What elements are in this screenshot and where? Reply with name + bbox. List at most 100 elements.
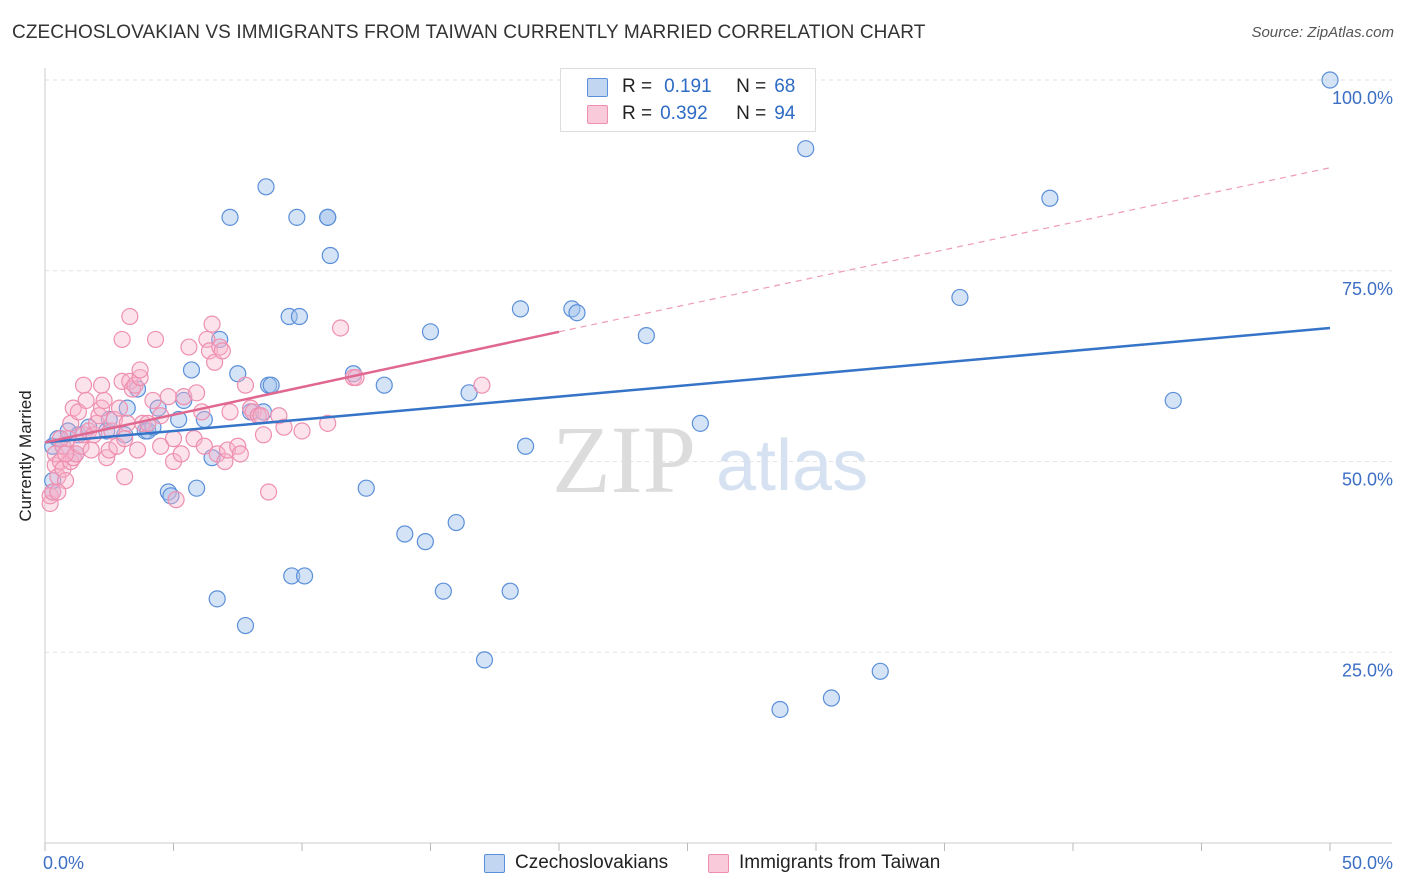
- taiwan-point: [128, 441, 147, 459]
- taiwan-point: [203, 315, 221, 333]
- czechoslovakian-point: [262, 376, 280, 394]
- watermark-zip: ZIP: [552, 406, 696, 513]
- taiwan-point: [56, 445, 75, 463]
- taiwan-trendline-extension: [558, 167, 1331, 333]
- czechoslovakian-point: [797, 140, 815, 158]
- czechoslovakian-point: [290, 307, 309, 326]
- taiwan-point: [121, 307, 139, 326]
- legend-swatch-pink: [587, 104, 608, 124]
- taiwan-point: [319, 414, 337, 432]
- czechoslovakian-point: [822, 689, 841, 707]
- czechoslovakian-point: [691, 414, 709, 432]
- taiwan-point: [213, 342, 231, 360]
- legend-r-value: 0.191: [664, 76, 712, 97]
- czechoslovakian-point: [1321, 71, 1339, 89]
- czechoslovakian-point: [295, 567, 314, 585]
- taiwan-point: [44, 483, 62, 501]
- czechoslovakian-point: [188, 479, 206, 497]
- taiwan-point: [100, 441, 118, 459]
- czechoslovakian-point: [182, 361, 201, 379]
- y-tick-label: 75.0%: [1342, 279, 1393, 299]
- czechoslovakian-trendline: [44, 326, 1331, 444]
- taiwan-point: [236, 376, 255, 394]
- taiwan-point: [131, 361, 149, 379]
- czechoslovakian-point: [637, 327, 655, 345]
- trend-layer: [44, 167, 1331, 444]
- taiwan-point: [188, 384, 206, 402]
- legend-n-label: N =: [736, 103, 767, 124]
- taiwan-point: [275, 418, 293, 436]
- taiwan-point: [116, 430, 134, 448]
- taiwan-point: [172, 445, 190, 463]
- legend-n-value: 68: [774, 76, 796, 97]
- chart-title: CZECHOSLOVAKIAN VS IMMIGRANTS FROM TAIWA…: [12, 22, 926, 43]
- taiwan-point: [152, 437, 170, 455]
- czechoslovakian-point: [1041, 189, 1059, 207]
- axis-layer: [44, 68, 1392, 851]
- czechoslovakian-point: [568, 304, 586, 322]
- czechoslovakian-point: [283, 567, 301, 585]
- czechoslovakian-point: [516, 437, 535, 455]
- czechoslovakian-point: [475, 651, 494, 669]
- legend-n-label: N =: [736, 76, 767, 97]
- tick-labels: 25.0% 50.0% 75.0% 100.0% 0.0% 50.0%: [43, 88, 1393, 873]
- bottom-legend-label: Czechoslovakians: [515, 852, 669, 873]
- taiwan-point: [77, 391, 95, 410]
- legend-n-value: 94: [774, 103, 796, 124]
- legend-row-taiwan: R = 0.392 N = 94: [587, 102, 795, 126]
- czechoslovakian-point: [396, 525, 414, 543]
- taiwan-point: [218, 441, 237, 459]
- czechoslovakian-point: [208, 590, 226, 608]
- czechoslovakian-point: [460, 384, 478, 402]
- taiwan-point: [164, 430, 183, 448]
- taiwan-point: [95, 391, 113, 410]
- watermark: ZIP atlas: [552, 406, 868, 513]
- bottom-legend-taiwan: Immigrants from Taiwan: [708, 852, 940, 874]
- taiwan-point: [293, 422, 311, 440]
- czechoslovakian-point: [1164, 391, 1182, 410]
- czechoslovakian-point: [871, 662, 889, 680]
- taiwan-point: [167, 491, 185, 509]
- y-tick-label: 25.0%: [1342, 660, 1393, 680]
- taiwan-point: [175, 388, 193, 406]
- taiwan-point: [252, 407, 270, 425]
- taiwan-point: [110, 399, 129, 417]
- taiwan-point: [473, 376, 491, 394]
- taiwan-point: [82, 441, 100, 459]
- y-tick-label: 50.0%: [1342, 470, 1393, 490]
- taiwan-point: [74, 376, 93, 394]
- legend-swatch-blue: [587, 77, 608, 97]
- czechoslovakian-point: [416, 533, 434, 551]
- taiwan-trendline: [44, 330, 560, 444]
- legend: R = 0.191 N = 68 R = 0.392 N = 94: [560, 68, 816, 132]
- czechoslovakian-point: [501, 582, 519, 600]
- legend-r-label: R =: [622, 76, 653, 97]
- x-tick-label: 50.0%: [1342, 853, 1393, 873]
- czechoslovakian-point: [434, 582, 452, 600]
- czechoslovakian-point: [951, 288, 969, 307]
- czechoslovakian-point: [511, 300, 530, 318]
- taiwan-point: [159, 388, 177, 406]
- taiwan-point: [259, 483, 278, 501]
- czechoslovakian-point: [421, 323, 440, 341]
- taiwan-point: [144, 391, 162, 410]
- czechoslovakian-point: [375, 376, 393, 394]
- grid-layer: [45, 79, 1392, 653]
- watermark-atlas: atlas: [716, 426, 868, 506]
- taiwan-point: [221, 403, 239, 421]
- czechoslovakian-point: [236, 616, 255, 635]
- points-layer: [41, 71, 1339, 719]
- taiwan-point: [331, 319, 350, 337]
- czechoslovakian-point: [288, 208, 306, 226]
- bottom-legend-czechoslovakians: Czechoslovakians: [484, 852, 668, 874]
- bottom-legend-swatch-blue: [484, 853, 505, 873]
- taiwan-point: [116, 468, 134, 486]
- legend-r-value: 0.392: [660, 103, 708, 124]
- czechoslovakian-point: [257, 178, 275, 196]
- czechoslovakian-point: [319, 208, 337, 226]
- x-tick-label: 0.0%: [43, 853, 84, 873]
- taiwan-point: [113, 330, 131, 349]
- taiwan-point: [180, 338, 198, 356]
- czechoslovakian-point: [357, 479, 375, 497]
